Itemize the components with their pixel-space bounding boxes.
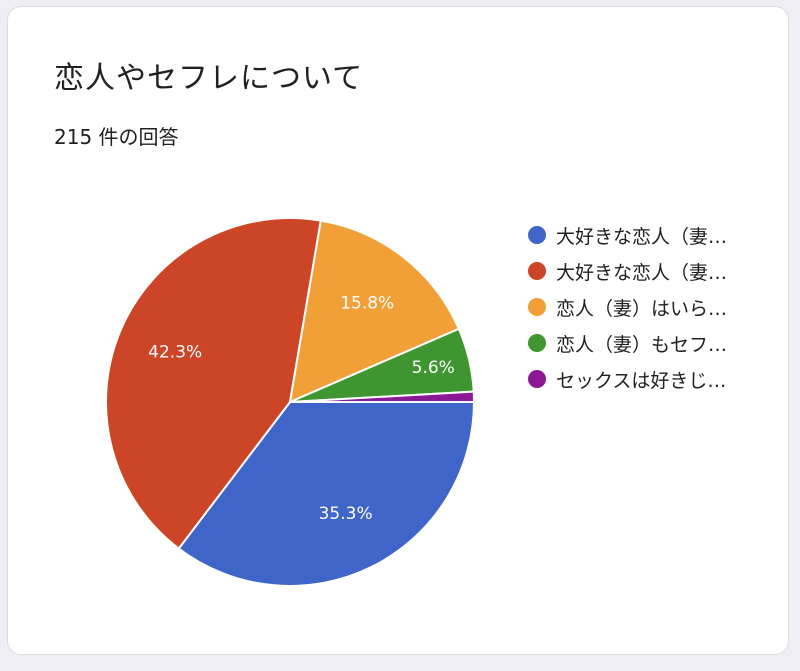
legend-swatch-icon [528, 298, 546, 316]
pie-slice-5[interactable] [289, 390, 476, 403]
pie-slice-3[interactable] [288, 219, 461, 404]
pie-slice-2[interactable] [105, 217, 322, 550]
legend-swatch-icon [528, 262, 546, 280]
pie-slice-label-3: 15.8% [340, 294, 394, 314]
question-title: 恋人やセフレについて [54, 61, 364, 96]
pie-slice-label-4: 5.6% [412, 358, 455, 378]
legend-swatch-icon [528, 370, 546, 388]
legend-swatch-icon [528, 334, 546, 352]
legend-label: 大好きな恋人（妻… [556, 261, 728, 284]
pie-slices [105, 217, 476, 587]
pie-slice-labels: 35.3% 42.3% 15.8% 5.6% [148, 294, 455, 525]
legend-item-4[interactable]: 恋人（妻）もセフ… [528, 325, 778, 361]
response-count: 215 件の回答 [54, 125, 179, 149]
legend-label: 恋人（妻）もセフ… [556, 333, 728, 356]
legend-label: セックスは好きじ… [556, 369, 727, 392]
chart-card: 恋人やセフレについて 215 件の回答 35.3% 42.3% 15.8% 5.6% … [7, 6, 789, 655]
pie-slice-label-2: 42.3% [148, 342, 202, 362]
pie-slice-1[interactable] [177, 401, 476, 587]
legend-item-1[interactable]: 大好きな恋人（妻… [528, 217, 778, 253]
legend-item-3[interactable]: 恋人（妻）はいら… [528, 289, 778, 325]
chart-legend: 大好きな恋人（妻… 大好きな恋人（妻… 恋人（妻）はいら… 恋人（妻）もセフ… セックス… [528, 217, 778, 397]
legend-label: 大好きな恋人（妻… [556, 225, 728, 248]
pie-chart: 35.3% 42.3% 15.8% 5.6% [105, 217, 476, 587]
legend-item-2[interactable]: 大好きな恋人（妻… [528, 253, 778, 289]
legend-item-5[interactable]: セックスは好きじ… [528, 361, 778, 397]
legend-label: 恋人（妻）はいら… [556, 297, 728, 320]
legend-swatch-icon [528, 226, 546, 244]
pie-slice-label-1: 35.3% [319, 504, 373, 524]
